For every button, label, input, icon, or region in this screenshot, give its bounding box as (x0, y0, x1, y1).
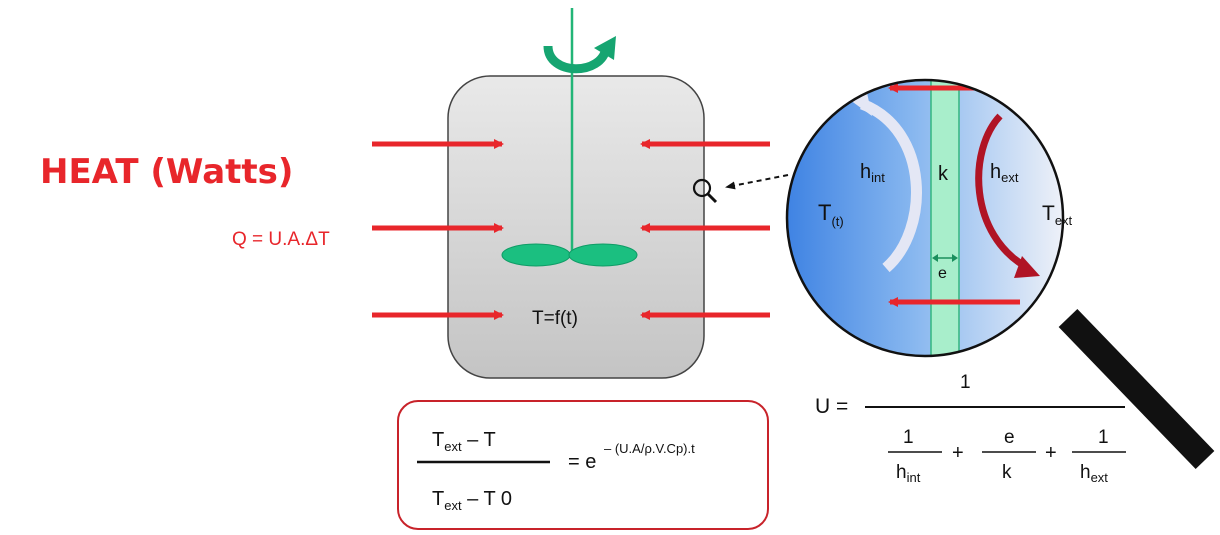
u-term3-numerator: 1 (1098, 427, 1109, 448)
formula-equals: = e (568, 451, 596, 473)
rotation-arrow-icon (543, 45, 611, 74)
u-term2-numerator: e (1004, 427, 1015, 448)
u-term1-denominator: hint (896, 462, 921, 485)
u-term2-denominator: k (1002, 462, 1012, 483)
conductivity-label: k (938, 163, 949, 185)
u-plus-2: + (1045, 442, 1057, 464)
outer-temperature-label: Text (1042, 202, 1073, 228)
magnifier-lens (787, 80, 1063, 356)
inner-convection-arrow (859, 98, 922, 273)
outer-convection-arrow (975, 113, 1030, 272)
heat-title: HEAT (Watts) (40, 152, 294, 192)
paddle-left (501, 243, 571, 267)
inner-temperature-label: T(t) (818, 200, 844, 229)
heat-flow-arrows (372, 139, 770, 320)
reactor-temperature-label: T=f(t) (532, 308, 578, 329)
magnifier-rim (785, 78, 1065, 358)
formula-numerator: Text – T (432, 429, 496, 454)
magnifier-handle (1058, 308, 1215, 470)
u-term3-denominator: hext (1080, 462, 1108, 485)
u-term1-numerator: 1 (903, 427, 914, 448)
u-formula-numerator: 1 (960, 372, 971, 393)
zoom-pointer-arrow (725, 174, 789, 190)
outer-coefficient-label: hext (990, 161, 1019, 185)
u-plus-1: + (952, 442, 964, 464)
wall-layer (930, 80, 960, 356)
small-magnifier-icon (692, 178, 712, 198)
formula-denominator: Text – T 0 (432, 488, 512, 513)
thickness-label: e (938, 265, 947, 282)
paddle-right (568, 243, 638, 267)
heat-formula: Q = U.A.ΔT (232, 229, 330, 250)
u-formula-lhs: U = (815, 395, 848, 418)
formula-exponent: – (U.A/ρ.V.Cp).t (604, 441, 695, 456)
inner-coefficient-label: hint (860, 161, 885, 185)
rotation-arrowhead-icon (594, 36, 616, 60)
temperature-formula-box (397, 400, 769, 530)
